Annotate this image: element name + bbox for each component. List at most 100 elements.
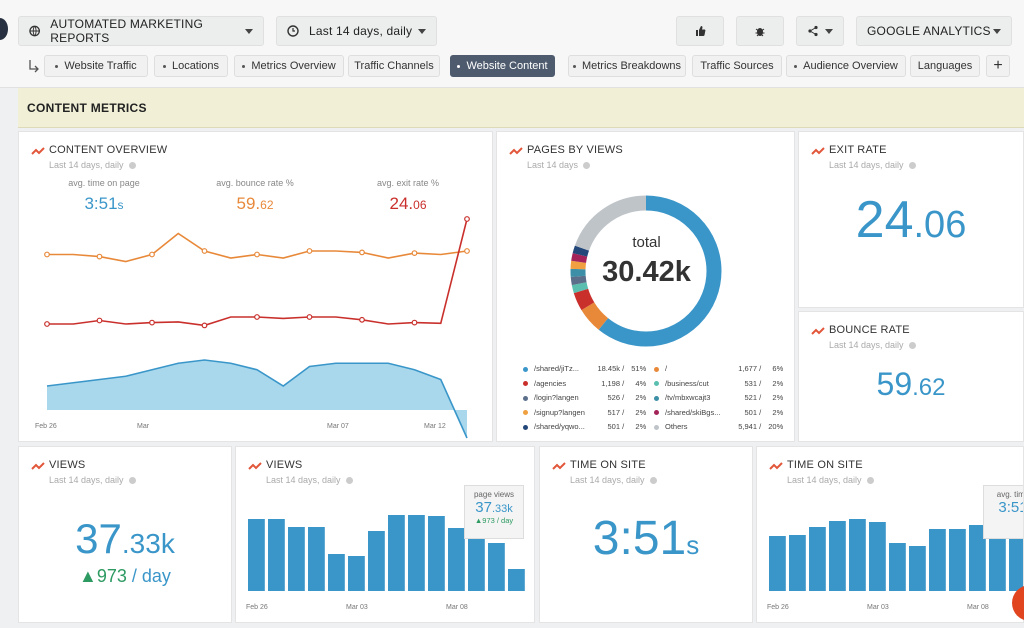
bar[interactable] <box>408 515 425 591</box>
data-point[interactable] <box>149 251 155 258</box>
bar[interactable] <box>789 535 806 591</box>
info-icon[interactable] <box>908 162 916 170</box>
legend-item[interactable]: /shared/yqwo... 501 / 2% <box>523 422 646 431</box>
data-point[interactable] <box>306 314 313 320</box>
bar[interactable] <box>468 539 485 591</box>
content-overview-chart[interactable] <box>19 132 494 443</box>
chart-tooltip: avg. time 3:51 <box>983 485 1023 539</box>
time-on-site-bar-chart[interactable] <box>757 447 1024 623</box>
section-title: CONTENT METRICS <box>18 88 1024 128</box>
tab-website-content[interactable]: Website Content <box>450 55 555 77</box>
data-point[interactable] <box>201 248 208 254</box>
metric-label: avg. time on page <box>68 178 140 188</box>
chevron-down-icon <box>418 29 426 34</box>
card-subtitle: Last 14 days, daily <box>829 340 916 350</box>
bar[interactable] <box>508 569 525 591</box>
bar[interactable] <box>328 554 345 591</box>
tab-metrics-breakdowns[interactable]: Metrics Breakdowns <box>568 55 686 77</box>
bar[interactable] <box>268 519 285 591</box>
bar[interactable] <box>348 556 365 591</box>
views-bar-chart[interactable] <box>236 447 536 624</box>
tab-website-traffic[interactable]: Website Traffic <box>44 55 148 77</box>
bar[interactable] <box>889 543 906 591</box>
bar[interactable] <box>308 527 325 591</box>
bar[interactable] <box>288 527 305 591</box>
metric-value-bounce: 59.62 <box>236 194 274 213</box>
data-point[interactable] <box>96 253 103 260</box>
legend-item[interactable]: /1,677 / 6% <box>654 364 783 373</box>
data-point[interactable] <box>464 216 470 222</box>
trend-icon <box>552 462 566 470</box>
bar[interactable] <box>849 519 866 591</box>
bar[interactable] <box>769 536 786 591</box>
data-point[interactable] <box>411 250 418 256</box>
tab-locations[interactable]: Locations <box>154 55 228 77</box>
data-point[interactable] <box>201 322 208 329</box>
legend-item[interactable]: /shared/jiTz... 18.45k / 51% <box>523 364 646 373</box>
data-point[interactable] <box>96 317 103 324</box>
data-point[interactable] <box>306 248 313 254</box>
bar[interactable] <box>929 529 946 591</box>
bar[interactable] <box>829 521 846 591</box>
legend-item[interactable]: /business/cut 531 / 2% <box>654 379 783 388</box>
tab-audience-overview[interactable]: Audience Overview <box>786 55 906 77</box>
bar[interactable] <box>1009 527 1024 591</box>
data-point[interactable] <box>359 316 365 323</box>
info-icon[interactable] <box>128 477 136 485</box>
like-button[interactable] <box>676 16 724 46</box>
data-point[interactable] <box>411 319 418 326</box>
content-overview-card: CONTENT OVERVIEW Last 14 days, daily avg… <box>18 131 493 442</box>
top-toolbar: AUTOMATED MARKETING REPORTS Last 14 days… <box>0 0 1024 88</box>
legend-item[interactable]: /login?langen 526 / 2% <box>523 393 646 402</box>
tab-traffic-sources[interactable]: Traffic Sources <box>692 55 782 77</box>
data-point[interactable] <box>359 249 365 256</box>
legend-item[interactable]: Others 5,941 / 20% <box>654 422 783 431</box>
legend-item[interactable]: /shared/skiBgs... 501 / 2% <box>654 408 783 417</box>
data-point[interactable] <box>254 251 260 258</box>
bar[interactable] <box>809 527 826 591</box>
report-select-label: AUTOMATED MARKETING REPORTS <box>50 17 203 45</box>
source-select[interactable]: GOOGLE ANALYTICS <box>856 16 1012 46</box>
info-icon[interactable] <box>649 477 657 485</box>
chat-fab-button[interactable] <box>1012 585 1024 621</box>
info-icon[interactable] <box>583 162 591 170</box>
data-point[interactable] <box>44 321 50 327</box>
bar[interactable] <box>488 543 505 591</box>
metric-value-exit: 24.06 <box>389 194 427 213</box>
info-icon[interactable] <box>128 162 136 170</box>
tab-metrics-overview[interactable]: Metrics Overview <box>234 55 344 77</box>
bar[interactable] <box>388 515 405 591</box>
data-point[interactable] <box>44 251 50 258</box>
bug-icon <box>755 28 765 37</box>
data-point[interactable] <box>149 319 155 326</box>
info-icon[interactable] <box>866 477 874 485</box>
bar[interactable] <box>448 528 465 591</box>
tab-traffic-channels[interactable]: Traffic Channels <box>348 55 440 77</box>
data-point[interactable] <box>464 248 470 254</box>
legend-item[interactable]: /agencies 1,198 / 4% <box>523 379 646 388</box>
share-button[interactable] <box>796 16 844 46</box>
bar[interactable] <box>248 519 265 591</box>
bar[interactable] <box>869 522 886 591</box>
pages-donut-chart[interactable] <box>497 132 796 362</box>
bug-button[interactable] <box>736 16 784 46</box>
app-logo-icon[interactable] <box>0 18 8 40</box>
bar[interactable] <box>428 516 445 591</box>
bar[interactable] <box>949 529 966 591</box>
bar[interactable] <box>368 531 385 591</box>
x-axis-label: Feb 26 <box>767 604 789 611</box>
info-icon[interactable] <box>908 342 916 350</box>
bar[interactable] <box>969 525 986 591</box>
donut-slice[interactable] <box>570 195 722 347</box>
data-point[interactable] <box>254 314 260 320</box>
legend-item[interactable]: /signup?langen 517 / 2% <box>523 408 646 417</box>
tab-languages[interactable]: Languages <box>910 55 980 77</box>
legend-item[interactable]: /tv/mbxwcajt3 521 / 2% <box>654 393 783 402</box>
add-tab-button[interactable]: + <box>986 55 1010 77</box>
bar[interactable] <box>909 546 926 591</box>
donut-slice[interactable] <box>570 195 722 347</box>
info-icon[interactable] <box>345 477 353 485</box>
report-select[interactable]: AUTOMATED MARKETING REPORTS <box>18 16 264 46</box>
bullet-icon <box>162 64 166 68</box>
date-range-select[interactable]: Last 14 days, daily <box>276 16 437 46</box>
